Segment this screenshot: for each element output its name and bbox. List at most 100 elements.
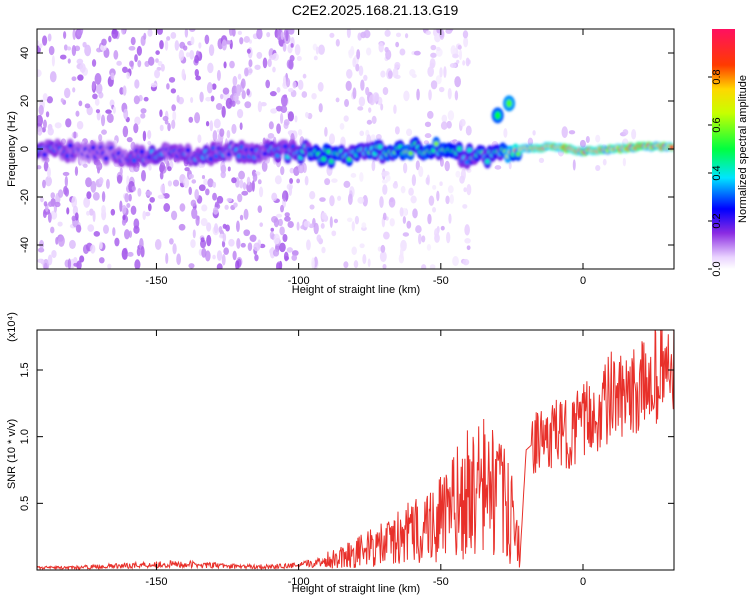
noise-speckle xyxy=(147,203,152,212)
noise-speckle xyxy=(96,47,102,53)
noise-speckle xyxy=(384,29,391,37)
noise-speckle xyxy=(454,76,461,88)
noise-speckle xyxy=(133,123,139,134)
noise-speckle xyxy=(464,238,471,244)
noise-speckle xyxy=(51,249,57,259)
noise-speckle xyxy=(76,120,84,130)
noise-speckle xyxy=(246,88,250,96)
noise-speckle xyxy=(37,114,44,127)
noise-speckle xyxy=(400,185,406,194)
noise-speckle xyxy=(465,57,470,67)
noise-speckle xyxy=(246,48,251,54)
noise-speckle xyxy=(527,137,534,146)
noise-speckle xyxy=(222,233,227,243)
noise-speckle xyxy=(446,120,452,129)
noise-speckle xyxy=(347,193,353,205)
noise-speckle xyxy=(329,32,335,38)
noise-speckle xyxy=(160,184,166,194)
noise-speckle xyxy=(297,79,304,90)
noise-speckle xyxy=(74,166,79,176)
noise-speckle xyxy=(318,44,325,55)
noise-speckle xyxy=(79,62,86,74)
noise-speckle xyxy=(311,92,317,100)
noise-speckle xyxy=(428,89,432,101)
noise-speckle xyxy=(239,122,243,131)
noise-speckle xyxy=(126,203,131,208)
noise-speckle xyxy=(291,254,298,261)
noise-speckle xyxy=(101,205,106,215)
noise-speckle xyxy=(114,237,120,247)
noise-speckle xyxy=(216,69,221,81)
noise-speckle xyxy=(409,69,416,77)
noise-speckle xyxy=(406,128,413,137)
noise-speckle xyxy=(37,258,45,264)
noise-speckle xyxy=(213,223,219,234)
noise-speckle xyxy=(399,48,406,56)
noise-speckle xyxy=(159,40,164,50)
noise-speckle xyxy=(456,59,460,64)
noise-speckle xyxy=(382,212,387,221)
noise-speckle xyxy=(329,133,335,145)
noise-speckle xyxy=(137,187,142,197)
noise-speckle xyxy=(47,254,53,266)
noise-speckle xyxy=(221,254,226,266)
noise-speckle xyxy=(429,62,435,69)
noise-speckle xyxy=(297,163,305,174)
noise-speckle xyxy=(194,189,199,200)
noise-speckle xyxy=(228,238,235,247)
noise-speckle xyxy=(236,238,241,249)
ridge-core xyxy=(408,150,414,156)
noise-speckle xyxy=(51,55,55,67)
noise-speckle xyxy=(361,222,367,229)
noise-speckle xyxy=(126,136,133,143)
noise-speckle xyxy=(83,196,91,208)
noise-speckle xyxy=(344,99,350,108)
noise-speckle xyxy=(631,129,637,140)
noise-speckle xyxy=(100,114,106,127)
noise-speckle xyxy=(395,41,400,48)
noise-speckle xyxy=(287,111,294,122)
noise-speckle xyxy=(165,252,169,264)
noise-speckle xyxy=(464,224,470,236)
noise-speckle xyxy=(190,199,197,207)
noise-speckle xyxy=(424,121,432,128)
noise-speckle xyxy=(381,179,388,184)
noise-speckle xyxy=(371,160,376,172)
noise-speckle xyxy=(450,45,457,56)
noise-speckle xyxy=(239,214,244,221)
noise-speckle xyxy=(137,60,142,68)
snr-x-ticks: -150 -100 -50 0 xyxy=(145,330,586,588)
noise-speckle xyxy=(164,119,169,125)
noise-speckle xyxy=(286,247,293,253)
noise-speckle xyxy=(304,175,309,186)
noise-speckle xyxy=(239,179,244,189)
noise-speckle xyxy=(448,213,452,224)
snr-y-ticks: 0.5 1.0 1.5 xyxy=(19,362,674,511)
noise-speckle xyxy=(321,212,327,220)
noise-speckle xyxy=(121,248,128,260)
noise-speckle xyxy=(595,134,601,143)
noise-speckle xyxy=(101,38,107,46)
noise-speckle xyxy=(445,29,453,34)
noise-speckle xyxy=(237,30,243,36)
noise-speckle xyxy=(200,218,208,227)
noise-speckle xyxy=(170,32,177,39)
noise-speckle xyxy=(136,247,141,257)
noise-speckle xyxy=(172,179,180,187)
noise-speckle xyxy=(428,195,435,206)
noise-speckle xyxy=(145,190,153,196)
noise-speckle xyxy=(84,44,92,57)
noise-speckle xyxy=(352,57,357,68)
noise-speckle xyxy=(283,75,287,87)
noise-speckle xyxy=(358,96,366,107)
noise-speckle xyxy=(452,53,459,59)
x-tick-label: 0 xyxy=(580,576,586,588)
noise-speckle xyxy=(427,110,434,119)
noise-speckle xyxy=(169,238,174,245)
noise-speckle xyxy=(95,109,101,114)
noise-speckle xyxy=(243,229,251,237)
noise-speckle xyxy=(107,263,112,269)
noise-speckle xyxy=(368,107,372,113)
noise-speckle xyxy=(39,239,45,249)
